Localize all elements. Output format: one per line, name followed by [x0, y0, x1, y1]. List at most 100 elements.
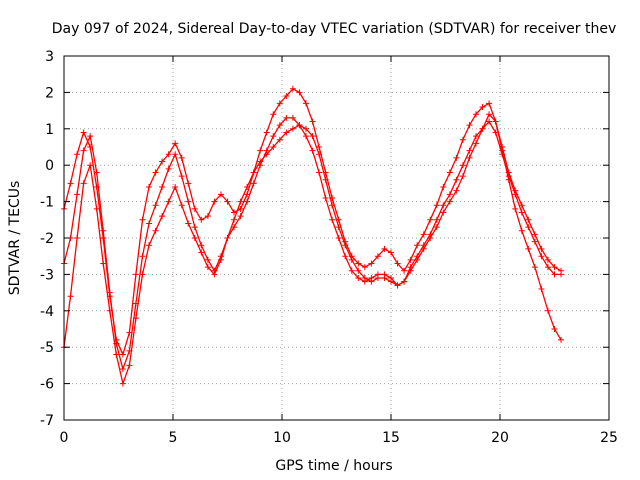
data-point	[289, 125, 296, 132]
data-series	[61, 85, 565, 387]
data-point	[381, 275, 388, 282]
data-point	[237, 213, 244, 220]
data-point	[87, 162, 94, 169]
series-line	[63, 117, 561, 372]
data-point	[211, 271, 218, 278]
data-point	[374, 253, 381, 260]
data-point	[159, 184, 166, 191]
data-point	[505, 169, 512, 176]
data-point	[486, 100, 493, 107]
data-point	[440, 209, 447, 216]
data-point	[257, 147, 264, 154]
data-point	[198, 249, 205, 256]
data-point	[466, 122, 473, 129]
data-point	[80, 180, 87, 187]
y-tick-label: -1	[40, 195, 54, 211]
data-point	[414, 242, 421, 249]
x-tick-label: 0	[60, 430, 69, 446]
data-point	[473, 111, 480, 118]
data-point	[191, 205, 198, 212]
data-point	[388, 278, 394, 285]
data-point	[211, 198, 218, 205]
data-point	[217, 191, 224, 198]
data-point	[139, 271, 146, 278]
data-point	[244, 198, 251, 205]
data-point	[191, 235, 198, 241]
data-point	[178, 173, 185, 180]
data-point	[93, 205, 100, 212]
data-point	[204, 256, 211, 263]
data-point	[185, 198, 192, 205]
data-point	[296, 122, 303, 129]
data-point	[67, 293, 74, 300]
data-point	[479, 103, 486, 110]
axis-ticks: 0 5 10 15 20 25 -7 -6 -5 -4 -3 -2 -1 0 1 2 3	[40, 49, 618, 446]
data-point	[499, 144, 506, 150]
data-point	[198, 242, 205, 249]
data-point	[316, 151, 323, 158]
data-point	[100, 227, 107, 234]
data-point	[172, 140, 179, 147]
data-point	[159, 213, 166, 220]
data-point	[276, 136, 283, 143]
data-point	[302, 100, 309, 107]
data-point	[335, 235, 342, 241]
data-point	[518, 209, 525, 216]
data-point	[368, 260, 375, 267]
data-point	[283, 114, 290, 121]
data-point	[551, 326, 558, 332]
data-point	[459, 173, 466, 180]
data-point	[204, 213, 211, 220]
data-point	[302, 125, 309, 132]
x-tick-label: 5	[169, 430, 178, 446]
data-point	[87, 133, 94, 140]
data-point	[459, 162, 466, 169]
data-point	[126, 362, 133, 369]
data-point	[538, 253, 545, 260]
data-point	[355, 275, 362, 282]
x-axis-label: GPS time / hours	[275, 458, 392, 474]
data-point	[446, 191, 453, 198]
data-point	[309, 118, 316, 125]
data-point	[479, 125, 486, 132]
data-point	[276, 100, 283, 107]
data-point	[165, 151, 172, 158]
data-point	[388, 249, 394, 256]
chart-title: Day 097 of 2024, Sidereal Day-to-day VTE…	[52, 21, 616, 37]
data-point	[178, 154, 185, 161]
data-point	[74, 191, 81, 198]
data-point	[276, 122, 283, 129]
data-point	[342, 253, 349, 260]
data-point	[67, 180, 74, 187]
data-point	[152, 202, 159, 209]
y-axis-label: SDTVAR / TECUs	[7, 181, 23, 296]
data-point	[544, 307, 551, 314]
data-point	[152, 227, 159, 234]
data-point	[302, 133, 309, 140]
data-point	[440, 184, 447, 191]
data-point	[172, 184, 179, 191]
data-point	[322, 194, 329, 201]
data-point	[544, 264, 551, 271]
data-point	[525, 216, 532, 223]
x-tick-label: 20	[491, 430, 509, 446]
data-point	[486, 118, 493, 125]
data-point	[296, 89, 303, 96]
data-point	[558, 336, 565, 343]
data-point	[119, 380, 126, 387]
data-point	[440, 202, 447, 209]
data-point	[531, 238, 538, 245]
data-point	[492, 129, 499, 136]
data-point	[361, 275, 368, 282]
data-point	[329, 216, 336, 223]
data-point	[420, 245, 427, 252]
data-point	[74, 235, 81, 241]
data-point	[270, 133, 277, 140]
y-tick-label: 1	[45, 122, 54, 138]
y-tick-label: -4	[40, 304, 54, 320]
grid	[64, 56, 609, 420]
data-point	[165, 165, 172, 172]
data-point	[270, 144, 277, 150]
data-point	[473, 140, 480, 147]
